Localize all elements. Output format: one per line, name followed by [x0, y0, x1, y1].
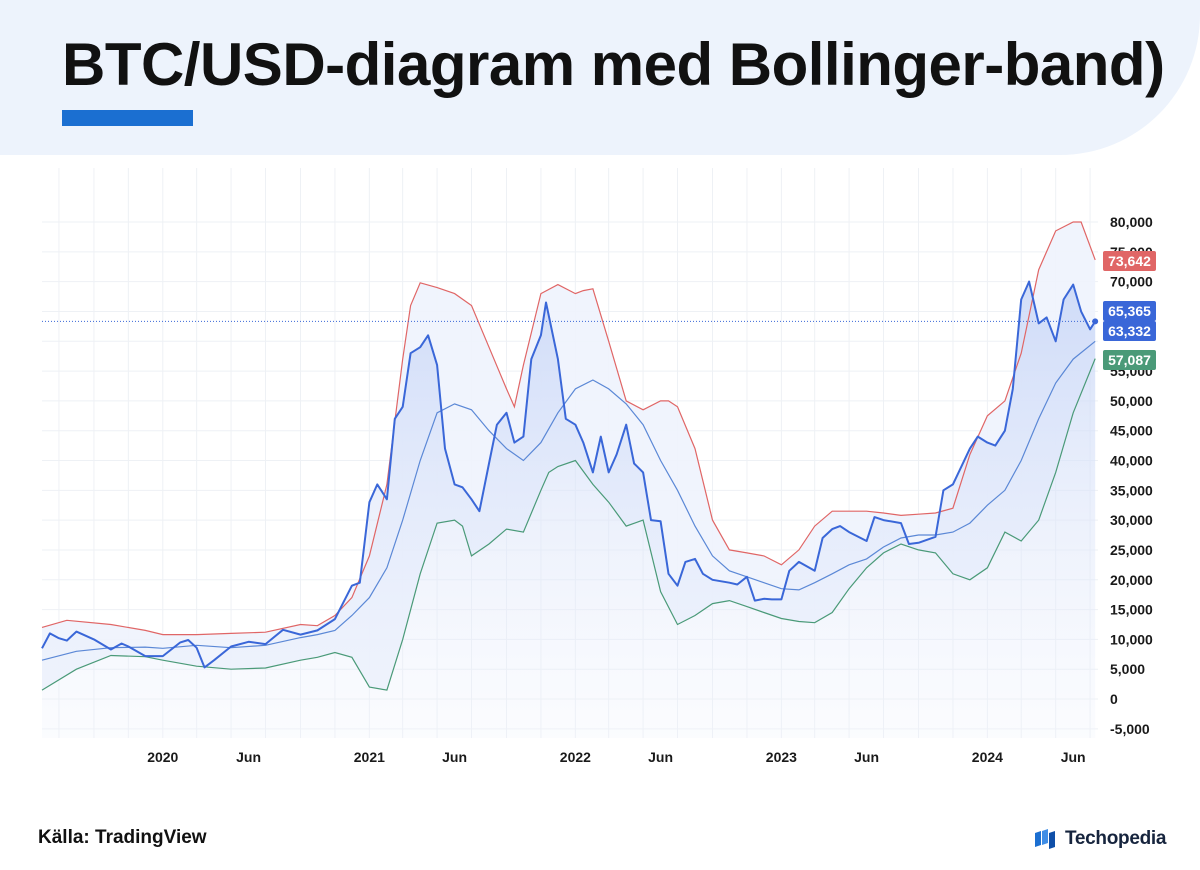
brand-logo[interactable]: Techopedia [1033, 824, 1166, 854]
x-tick-label: Jun [854, 749, 879, 765]
y-tick-label: 0 [1110, 691, 1118, 707]
x-tick-label: 2021 [354, 749, 385, 765]
x-axis: 2020 Jun 2021 Jun 2022 Jun 2023 Jun 2024 Jun [147, 749, 1085, 765]
x-tick-label: Jun [648, 749, 673, 765]
y-tick-label: 45,000 [1110, 423, 1153, 439]
price-area-fill [42, 281, 1096, 738]
y-tick-label: -5,000 [1110, 721, 1150, 737]
y-tick-label: 20,000 [1110, 572, 1153, 588]
x-tick-label: Jun [442, 749, 467, 765]
header-banner [0, 0, 1200, 155]
y-tick-label: 35,000 [1110, 482, 1153, 498]
last-value-badge-price: 63,332 [1103, 321, 1156, 341]
title-accent-bar [62, 110, 193, 126]
page-title: BTC/USD-diagram med Bollinger-band) [62, 31, 1165, 98]
y-tick-label: 50,000 [1110, 393, 1153, 409]
brand-name: Techopedia [1065, 828, 1167, 849]
y-tick-label: 40,000 [1110, 453, 1153, 469]
y-axis: 80,00075,00070,00055,00050,00045,00040,0… [1110, 214, 1153, 737]
last-value-label: 57,087 [1108, 352, 1151, 368]
x-tick-label: 2024 [972, 749, 1003, 765]
y-tick-label: 80,000 [1110, 214, 1153, 230]
y-tick-label: 30,000 [1110, 512, 1153, 528]
last-value-badge-upper: 73,642 [1103, 251, 1156, 271]
last-value-label: 63,332 [1108, 323, 1151, 339]
y-tick-label: 70,000 [1110, 274, 1153, 290]
y-tick-label: 5,000 [1110, 661, 1145, 677]
current-price-marker [1092, 318, 1099, 325]
y-tick-label: 15,000 [1110, 602, 1153, 618]
chart-container: 80,00075,00070,00055,00050,00045,00040,0… [0, 160, 1200, 780]
last-value-label: 73,642 [1108, 253, 1151, 269]
last-value-label: 65,365 [1108, 303, 1151, 319]
lower-band-line [41, 358, 1096, 691]
techopedia-logo-icon [1035, 829, 1055, 849]
x-tick-label: 2023 [766, 749, 797, 765]
x-tick-label: Jun [236, 749, 261, 765]
y-tick-label: 25,000 [1110, 542, 1153, 558]
x-tick-label: 2022 [560, 749, 591, 765]
price-line [41, 280, 1097, 669]
btc-bollinger-chart: 80,00075,00070,00055,00050,00045,00040,0… [41, 168, 1156, 765]
x-tick-label: Jun [1061, 749, 1086, 765]
upper-band-line [41, 221, 1096, 636]
last-value-badge-lower: 57,087 [1103, 350, 1156, 370]
x-tick-label: 2020 [147, 749, 178, 765]
y-tick-label: 10,000 [1110, 631, 1153, 647]
source-caption: Källa: TradingView [38, 827, 207, 848]
last-value-badge-middle: 65,365 [1103, 301, 1156, 321]
